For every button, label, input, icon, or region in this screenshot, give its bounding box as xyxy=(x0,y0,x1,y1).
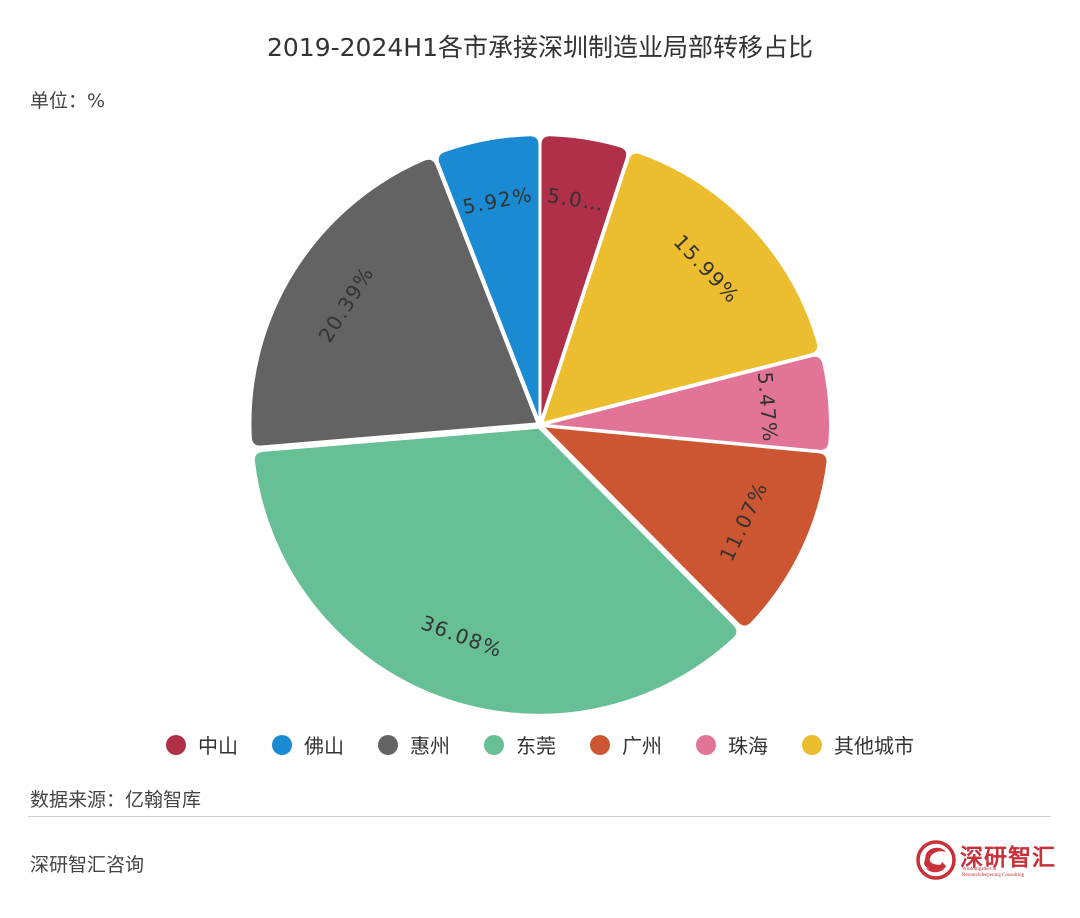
legend-swatch xyxy=(378,734,398,755)
legend-item-foshan: 佛山 xyxy=(272,730,344,759)
pie-slice-1 xyxy=(540,151,820,425)
legend-swatch xyxy=(484,734,504,755)
legend-label: 其他城市 xyxy=(834,734,914,758)
legend-swatch xyxy=(590,734,610,755)
pie-slice-6 xyxy=(436,134,541,423)
unit-label: 单位：% xyxy=(30,90,106,112)
legend-label: 广州 xyxy=(622,734,662,758)
data-source: 数据来源：亿翰智库 xyxy=(30,789,202,811)
pie-slice-5 xyxy=(249,157,539,448)
pie-slice-3 xyxy=(540,425,829,628)
brand-logo-block: 深研智汇 Wisdomgather & Researchdeepening Co… xyxy=(916,834,1066,890)
legend-label: 珠海 xyxy=(728,734,768,758)
legend-item-guangzhou: 广州 xyxy=(590,730,662,759)
legend-label: 东莞 xyxy=(516,734,556,758)
slice-label-2: 5.47% xyxy=(753,371,782,444)
divider xyxy=(28,816,1051,817)
legend: 中山 佛山 惠州 东莞 广州 珠海 其他城市 xyxy=(0,730,1080,759)
legend-swatch xyxy=(802,734,822,755)
legend-label: 惠州 xyxy=(410,734,450,758)
legend-item-zhongshan: 中山 xyxy=(166,730,238,759)
legend-item-zhuhai: 珠海 xyxy=(696,730,768,759)
legend-item-dongguan: 东莞 xyxy=(484,730,556,759)
legend-swatch xyxy=(272,734,292,755)
legend-label: 中山 xyxy=(198,734,238,758)
pie-slice-0 xyxy=(539,134,629,423)
brand-name: 深研智汇 xyxy=(960,844,1056,871)
legend-item-other: 其他城市 xyxy=(802,730,914,759)
pie-slice-2 xyxy=(542,354,831,452)
legend-label: 佛山 xyxy=(304,734,344,758)
legend-item-huizhou: 惠州 xyxy=(378,730,450,759)
brand-tagline: Wisdomgather & Researchdeepening Consult… xyxy=(962,867,1025,878)
legend-swatch xyxy=(696,734,716,755)
legend-swatch xyxy=(166,734,186,755)
pie-slice-4 xyxy=(252,426,739,716)
chart-title: 2019-2024H1各市承接深圳制造业局部转移占比 xyxy=(267,33,813,62)
footer-text: 深研智汇咨询 xyxy=(30,854,145,876)
brand-logo-icon xyxy=(916,840,956,880)
